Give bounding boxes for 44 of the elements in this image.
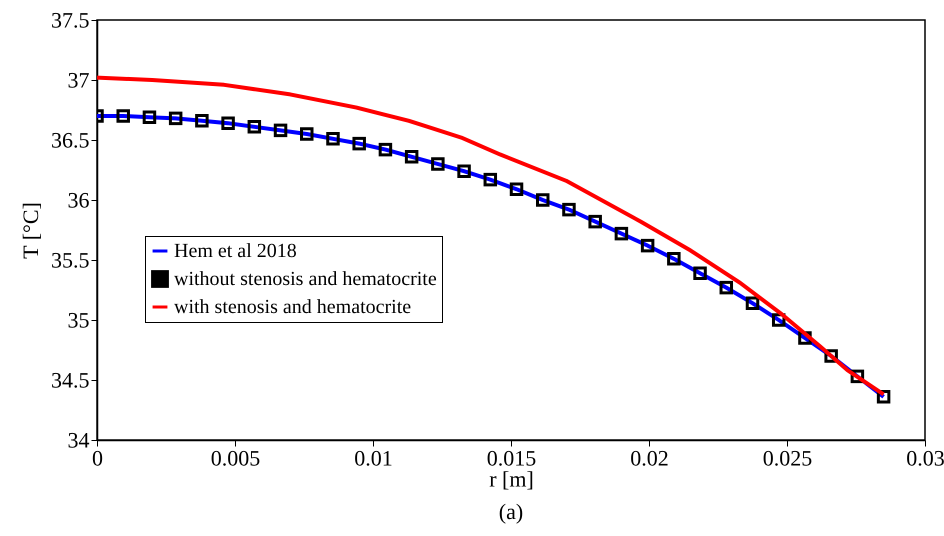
y-tick-label: 35 xyxy=(68,308,90,332)
x-tick-label: 0.025 xyxy=(762,446,812,470)
point xyxy=(720,280,734,294)
point xyxy=(352,136,366,150)
y-tick-label: 34 xyxy=(68,428,90,452)
point xyxy=(667,252,681,266)
x-tick-label: 0.005 xyxy=(210,446,260,470)
y-tick-label: 37.5 xyxy=(51,8,90,32)
point xyxy=(248,120,262,134)
point xyxy=(116,109,130,123)
point xyxy=(588,214,602,228)
legend-label: Hem et al 2018 xyxy=(174,240,297,262)
text: (a) xyxy=(498,499,524,524)
y-tick-label: 35.5 xyxy=(51,248,90,272)
point xyxy=(746,296,760,310)
y-tick-label: 37 xyxy=(68,68,90,92)
point xyxy=(457,164,471,178)
legend-label: without stenosis and hematocrite xyxy=(174,268,437,290)
y-axis-title: T [°C] xyxy=(18,202,43,259)
point xyxy=(300,127,314,141)
point xyxy=(693,266,707,280)
y-tick-label: 36.5 xyxy=(51,128,90,152)
legend-label: with stenosis and hematocrite xyxy=(174,296,412,318)
x-tick-label: 0.01 xyxy=(354,446,393,470)
point xyxy=(274,124,288,138)
point xyxy=(221,116,235,130)
x-tick-label: 0.02 xyxy=(630,446,669,470)
point xyxy=(168,112,182,126)
point xyxy=(562,202,576,216)
point xyxy=(142,110,156,124)
point xyxy=(404,150,418,164)
point xyxy=(536,193,550,207)
point xyxy=(484,172,498,186)
point xyxy=(510,182,524,196)
y-tick-label: 36 xyxy=(68,188,90,212)
point xyxy=(431,157,445,171)
y-tick-label: 34.5 xyxy=(51,368,90,392)
point xyxy=(640,238,654,252)
point xyxy=(326,132,340,146)
x-tick-label: 0.03 xyxy=(906,446,944,470)
point xyxy=(195,114,209,128)
point xyxy=(614,226,628,240)
point xyxy=(378,142,392,156)
x-tick-label: 0 xyxy=(92,446,103,470)
